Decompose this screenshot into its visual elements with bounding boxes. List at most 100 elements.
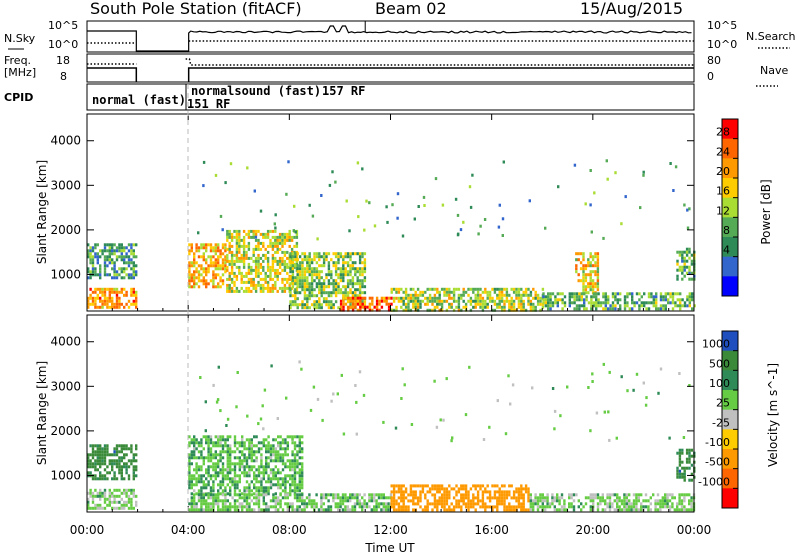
heatmap-cell — [690, 472, 694, 476]
heatmap-cell — [623, 508, 626, 512]
heatmap-cell — [274, 465, 277, 469]
heatmap-cell — [262, 277, 265, 281]
freq-label-2: [MHz] — [4, 66, 36, 79]
heatmap-cell — [320, 264, 323, 268]
heatmap-cell — [549, 304, 552, 308]
nsky-traces — [87, 21, 694, 52]
heatmap-cell — [293, 474, 297, 478]
heatmap-cell — [306, 282, 309, 286]
heatmap-cell — [380, 296, 384, 300]
heatmap-cell — [269, 453, 273, 457]
heatmap-cell — [205, 505, 208, 509]
heatmap-cell — [115, 447, 119, 451]
heatmap-cell — [515, 487, 518, 491]
heatmap-cell — [224, 468, 227, 472]
heatmap-cell — [440, 496, 444, 500]
heatmap-cell — [685, 247, 689, 251]
heatmap-cell — [132, 474, 135, 478]
heatmap-cell — [118, 290, 121, 294]
heatmap-cell — [269, 499, 273, 503]
time-x-axis: 00:00 04:00 08:00 12:00 16:00 20:00 00:00 — [70, 114, 711, 537]
heatmap-cell — [541, 496, 544, 500]
heatmap-cell — [390, 502, 393, 506]
heatmap-cell — [308, 273, 311, 277]
heatmap-cell — [217, 249, 220, 253]
heatmap-cell — [262, 265, 265, 269]
heatmap-cell — [99, 497, 102, 501]
heatmap-cell — [265, 471, 268, 475]
heatmap-cell — [236, 499, 239, 503]
heatmap-cell — [296, 273, 299, 277]
heatmap-cell — [266, 250, 270, 254]
heatmap-cell — [438, 299, 441, 303]
heatmap-cell — [656, 499, 660, 503]
heatmap-cell — [318, 297, 321, 301]
heatmap-cell — [433, 499, 437, 503]
heatmap-cell — [271, 268, 275, 272]
heatmap-cell — [346, 264, 350, 268]
heatmap-cell — [589, 261, 592, 265]
heatmap-cell — [303, 267, 307, 271]
heatmap-cell — [456, 233, 460, 237]
heatmap-cell — [361, 505, 364, 509]
heatmap-cell — [305, 502, 309, 506]
heatmap-cell — [245, 253, 248, 257]
heatmap-cell — [298, 486, 301, 490]
heatmap-cell — [642, 173, 645, 177]
heatmap-cell — [91, 477, 95, 481]
heatmap-cell — [253, 435, 256, 439]
heatmap-cell — [252, 229, 255, 233]
heatmap-cell — [631, 301, 634, 305]
heatmap-cell — [91, 296, 95, 300]
heatmap-cell — [549, 307, 552, 311]
heatmap-cell — [517, 493, 521, 497]
heatmap-cell — [188, 252, 191, 256]
heatmap-cell — [608, 499, 612, 503]
heatmap-cell — [496, 499, 499, 503]
heatmap-cell — [231, 450, 234, 454]
heatmap-cell — [108, 296, 111, 300]
heatmap-cell — [202, 267, 205, 271]
heatmap-cell — [320, 499, 323, 503]
heatmap-cell — [103, 456, 107, 460]
heatmap-cell — [334, 279, 338, 283]
heatmap-cell — [233, 450, 237, 454]
heatmap-cell — [654, 499, 657, 503]
heatmap-cell — [635, 502, 638, 506]
heatmap-cell — [688, 304, 691, 308]
heatmap-cell — [250, 453, 253, 457]
heatmap-cell — [412, 302, 415, 306]
heatmap-cell — [243, 453, 246, 457]
heatmap-cell — [344, 493, 347, 497]
heatmap-cell — [320, 270, 323, 274]
heatmap-cell — [512, 308, 516, 312]
heatmap-cell — [681, 277, 684, 281]
heatmap-cell — [193, 276, 196, 280]
heatmap-cell — [666, 493, 669, 497]
heatmap-cell — [276, 268, 279, 272]
heatmap-cell — [248, 468, 251, 472]
heatmap-cell — [310, 294, 314, 298]
heatmap-cell — [575, 258, 578, 262]
heatmap-cell — [253, 492, 256, 496]
heatmap-cell — [426, 299, 429, 303]
heatmap-cell — [308, 294, 311, 298]
heatmap-cell — [298, 264, 302, 268]
heatmap-cell — [207, 441, 210, 445]
heatmap-cell — [397, 508, 401, 512]
heatmap-cell — [563, 499, 566, 503]
heatmap-cell — [190, 499, 193, 503]
heatmap-cell — [202, 435, 205, 439]
heatmap-cell — [226, 459, 229, 463]
heatmap-cell — [283, 286, 287, 290]
heatmap-cell — [493, 302, 497, 306]
heatmap-cell — [195, 508, 198, 512]
heatmap-cell — [520, 496, 523, 500]
heatmap-cell — [209, 261, 213, 265]
heatmap-cell — [457, 505, 461, 509]
heatmap-cell — [130, 444, 133, 448]
heatmap-cell — [496, 484, 499, 488]
heatmap-cell — [99, 267, 102, 271]
heatmap-cell — [289, 306, 292, 310]
heatmap-cell — [595, 301, 598, 305]
